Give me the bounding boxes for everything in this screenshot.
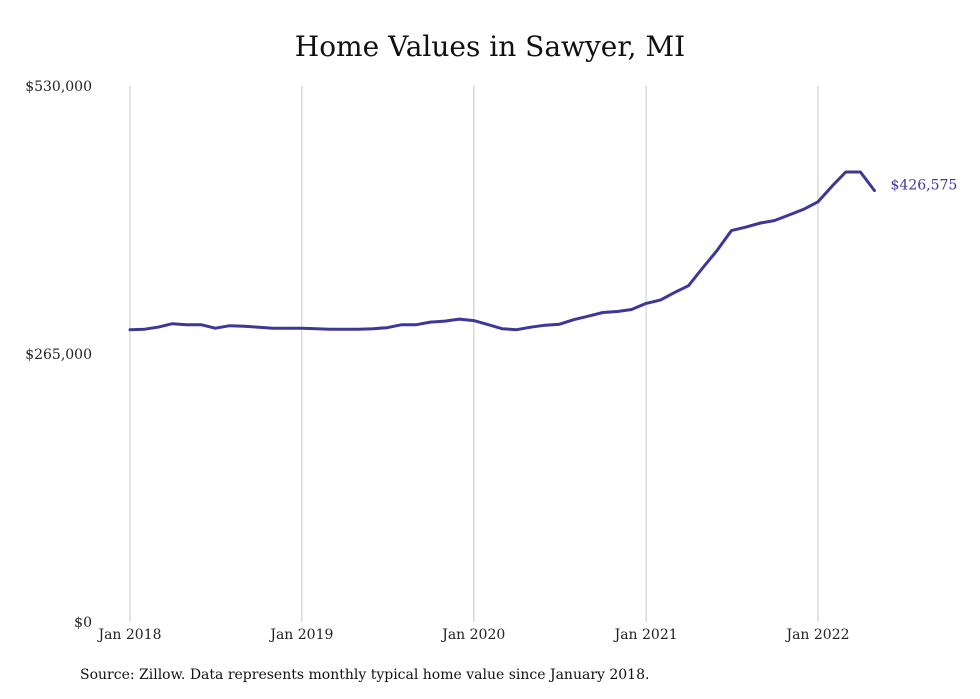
axis-labels: Jan 2018 Jan 2019 Jan 2020 Jan 2021 Jan 2022… xyxy=(25,79,849,643)
x-tick-label: Jan 2021 xyxy=(613,627,678,643)
chart-title: Home Values in Sawyer, MI xyxy=(294,30,686,63)
y-tick-label: $530,000 xyxy=(25,79,92,95)
gridlines xyxy=(129,86,819,622)
x-tick-label: Jan 2022 xyxy=(784,627,849,643)
source-note: Source: Zillow. Data represents monthly … xyxy=(80,667,650,683)
end-value-label: $426,575 xyxy=(891,178,958,194)
y-tick-label: $0 xyxy=(74,615,92,631)
x-tick-label: Jan 2018 xyxy=(96,627,161,643)
y-tick-label: $265,000 xyxy=(25,347,92,363)
series-line xyxy=(128,170,876,332)
x-tick-label: Jan 2019 xyxy=(268,627,333,643)
series: $426,575 xyxy=(128,170,958,332)
x-tick-label: Jan 2020 xyxy=(440,627,505,643)
